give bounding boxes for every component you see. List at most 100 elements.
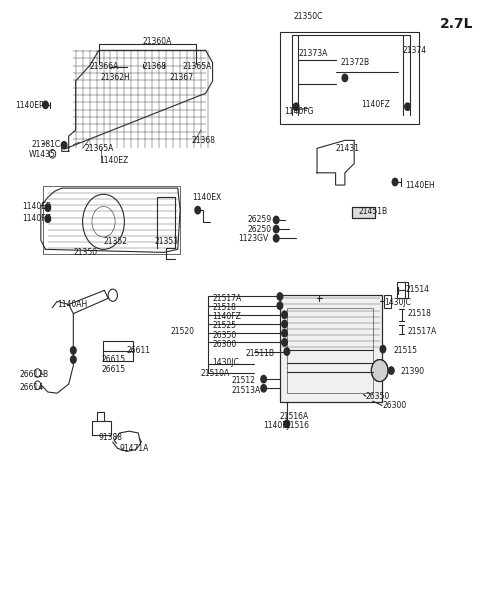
Text: 21516: 21516 [286,421,310,429]
Text: 21431: 21431 [336,144,360,153]
Text: 26350: 26350 [366,392,390,401]
Text: 21352: 21352 [104,237,128,247]
Circle shape [282,339,288,346]
Text: 1430JC: 1430JC [384,298,411,307]
Text: 21520: 21520 [171,328,195,336]
Text: 21517A: 21517A [408,328,437,336]
Circle shape [277,293,283,300]
Text: 21518: 21518 [213,303,237,312]
Text: 26259: 26259 [247,215,272,224]
Text: 1140AH: 1140AH [57,300,87,309]
Bar [280,32,419,124]
Text: 21516A: 21516A [280,412,309,421]
Circle shape [274,235,279,242]
Text: 1140EZ: 1140EZ [99,156,128,165]
Text: 21365A: 21365A [182,62,212,71]
Circle shape [61,141,67,149]
Text: 21514: 21514 [405,285,429,293]
Text: 26250: 26250 [247,224,272,234]
Bar [287,308,373,393]
Text: W1435: W1435 [29,150,56,159]
Text: 1140EP: 1140EP [22,202,51,211]
Text: 21518: 21518 [408,309,432,318]
Text: 21368: 21368 [143,62,167,71]
Text: 26614: 26614 [20,383,44,392]
Text: 21373A: 21373A [299,49,328,58]
Circle shape [284,348,289,355]
Text: 1140FZ: 1140FZ [213,312,241,321]
Text: 1140FG: 1140FG [285,107,314,116]
Circle shape [195,207,201,214]
Circle shape [45,204,50,212]
Text: 1140FZ: 1140FZ [22,214,51,223]
Text: 26300: 26300 [382,401,406,410]
Circle shape [71,356,76,363]
Text: 21517A: 21517A [213,294,242,303]
Circle shape [277,302,283,309]
Text: 21513A: 21513A [231,386,261,395]
Bar [352,207,375,218]
Text: 21365A: 21365A [85,144,114,153]
Text: 21511B: 21511B [245,349,274,358]
Bar [384,295,391,308]
Circle shape [282,311,288,319]
Bar [103,341,133,361]
Text: 21353: 21353 [155,237,179,247]
Text: 21368: 21368 [192,137,216,146]
Circle shape [388,367,394,375]
Text: 1140FZ: 1140FZ [361,100,390,109]
Text: 26615: 26615 [101,355,125,364]
Text: 91471A: 91471A [120,444,149,453]
Text: 21390: 21390 [401,367,425,376]
Circle shape [43,101,48,108]
Text: 26300: 26300 [213,339,237,349]
Text: 1140EP: 1140EP [15,101,44,110]
Text: 21512: 21512 [231,376,255,386]
Circle shape [71,347,76,354]
Circle shape [284,420,289,427]
Circle shape [45,215,50,223]
Text: 1140EJ: 1140EJ [264,421,290,429]
Text: 2.7L: 2.7L [440,17,474,31]
Text: 91388: 91388 [99,433,123,442]
Circle shape [293,103,299,110]
Text: 21350C: 21350C [294,12,323,21]
Text: 26350: 26350 [213,330,237,339]
Circle shape [282,330,288,337]
Text: 21381C: 21381C [32,140,60,149]
Circle shape [372,360,388,381]
Text: 21451B: 21451B [359,207,388,216]
Bar [92,421,111,435]
Text: 21374: 21374 [403,46,427,55]
Circle shape [380,346,386,353]
Text: 21362H: 21362H [100,73,130,82]
Text: 21350: 21350 [73,248,97,257]
Text: 26615: 26615 [101,365,125,375]
Text: 21360A: 21360A [143,37,172,46]
Circle shape [274,226,279,233]
Circle shape [274,216,279,224]
Circle shape [342,74,348,82]
Text: 21525: 21525 [213,322,237,330]
Circle shape [261,375,266,383]
Text: 1140EX: 1140EX [192,192,221,202]
Bar [280,295,382,402]
Circle shape [392,178,398,186]
Circle shape [261,384,266,392]
Bar [43,186,180,253]
Text: 1123GV: 1123GV [238,234,268,243]
Bar [280,295,382,402]
Text: 21510A: 21510A [201,368,230,378]
Text: 21367: 21367 [169,73,193,82]
Circle shape [405,103,410,110]
Bar [352,207,375,218]
Bar [397,282,408,298]
Text: 21366A: 21366A [90,62,119,71]
Text: 26611: 26611 [127,346,151,355]
Text: 1430JC: 1430JC [213,358,240,367]
Text: 21515: 21515 [394,346,418,355]
Text: 21372B: 21372B [340,58,370,67]
Circle shape [282,320,288,328]
Text: 26612B: 26612B [20,370,49,379]
Text: 1140EH: 1140EH [405,181,435,189]
